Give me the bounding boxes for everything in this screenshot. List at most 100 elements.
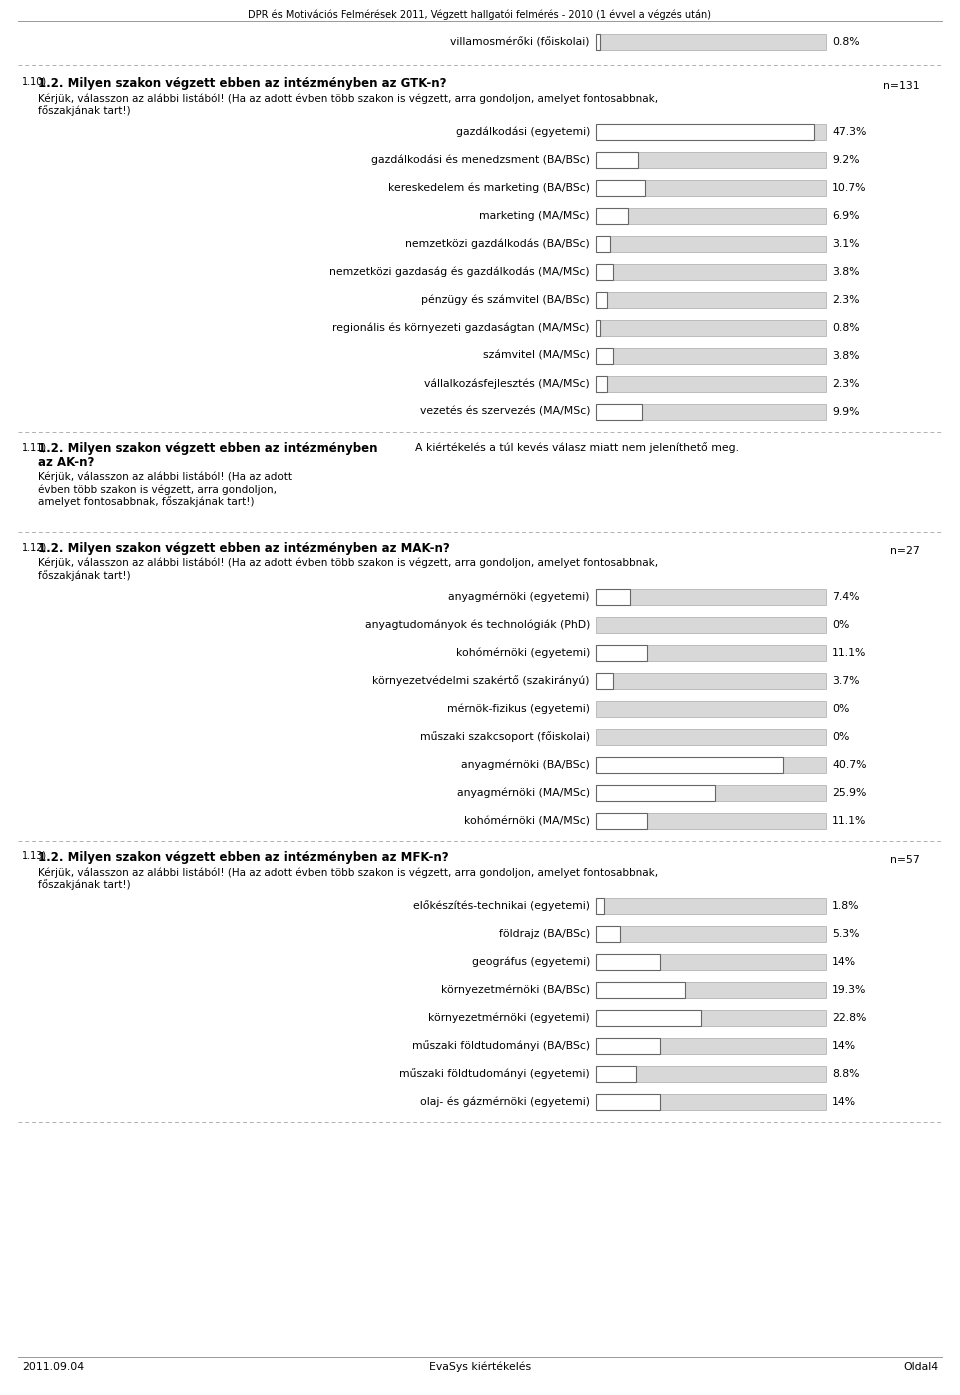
Text: DPR és Motivációs Felmérések 2011, Végzett hallgatói felmérés - 2010 (1 évvel a : DPR és Motivációs Felmérések 2011, Végze… xyxy=(249,10,711,21)
Bar xyxy=(596,33,826,50)
Bar xyxy=(596,292,826,308)
Text: 9.9%: 9.9% xyxy=(832,407,859,417)
Text: 1.12): 1.12) xyxy=(22,543,47,552)
Bar xyxy=(596,208,628,225)
Bar xyxy=(596,208,826,225)
Bar xyxy=(596,898,604,914)
Text: kohómérnöki (MA/MSc): kohómérnöki (MA/MSc) xyxy=(464,816,590,826)
Text: 1.2. Milyen szakon végzett ebben az intézményben az GTK-n?: 1.2. Milyen szakon végzett ebben az inté… xyxy=(38,77,446,91)
Bar xyxy=(596,785,715,801)
Bar xyxy=(596,319,826,336)
Text: környezetvédelmi szakértő (szakirányú): környezetvédelmi szakértő (szakirányú) xyxy=(372,675,590,686)
Text: Kérjük, válasszon az alábbi listából! (Ha az adott évben több szakon is végzett,: Kérjük, válasszon az alábbi listából! (H… xyxy=(38,93,659,116)
Bar xyxy=(596,405,826,420)
Bar xyxy=(596,180,645,197)
Text: marketing (MA/MSc): marketing (MA/MSc) xyxy=(479,211,590,220)
Text: mérnök-fizikus (egyetemi): mérnök-fizikus (egyetemi) xyxy=(447,703,590,714)
Text: 22.8%: 22.8% xyxy=(832,1013,866,1023)
Bar xyxy=(596,926,620,942)
Bar xyxy=(596,589,826,605)
Text: előkészítés-technikai (egyetemi): előkészítés-technikai (egyetemi) xyxy=(413,901,590,911)
Text: 3.1%: 3.1% xyxy=(832,239,859,248)
Text: 47.3%: 47.3% xyxy=(832,127,866,137)
Text: 11.1%: 11.1% xyxy=(832,649,866,658)
Text: 0.8%: 0.8% xyxy=(832,324,859,333)
Text: gazdálkodási (egyetemi): gazdálkodási (egyetemi) xyxy=(456,127,590,137)
Text: 9.2%: 9.2% xyxy=(832,155,859,165)
Text: anyagmérnöki (BA/BSc): anyagmérnöki (BA/BSc) xyxy=(461,760,590,770)
Bar xyxy=(596,124,826,140)
Text: kohómérnöki (egyetemi): kohómérnöki (egyetemi) xyxy=(456,647,590,658)
Bar xyxy=(596,898,826,914)
Bar xyxy=(596,33,600,50)
Text: 1.2. Milyen szakon végzett ebben az intézményben: 1.2. Milyen szakon végzett ebben az inté… xyxy=(38,442,377,455)
Text: 11.1%: 11.1% xyxy=(832,816,866,826)
Text: műszaki földtudományi (egyetemi): műszaki földtudományi (egyetemi) xyxy=(399,1069,590,1080)
Text: regionális és környezeti gazdaságtan (MA/MSc): regionális és környezeti gazdaságtan (MA… xyxy=(332,322,590,333)
Text: műszaki szakcsoport (főiskolai): műszaki szakcsoport (főiskolai) xyxy=(420,731,590,742)
Bar xyxy=(596,954,660,970)
Text: az AK-n?: az AK-n? xyxy=(38,456,94,469)
Text: 6.9%: 6.9% xyxy=(832,211,859,220)
Text: Kérjük, válasszon az alábbi listából! (Ha az adott évben több szakon is végzett,: Kérjük, válasszon az alábbi listából! (H… xyxy=(38,558,659,582)
Text: geográfus (egyetemi): geográfus (egyetemi) xyxy=(471,957,590,967)
Text: EvaSys kiértékelés: EvaSys kiértékelés xyxy=(429,1362,531,1373)
Text: 0%: 0% xyxy=(832,619,850,631)
Text: 7.4%: 7.4% xyxy=(832,591,859,603)
Text: n=131: n=131 xyxy=(883,81,920,91)
Text: n=57: n=57 xyxy=(890,855,920,865)
Bar xyxy=(596,347,826,364)
Bar xyxy=(596,1038,660,1055)
Bar xyxy=(596,644,826,661)
Text: pénzügy és számvitel (BA/BSc): pénzügy és számvitel (BA/BSc) xyxy=(421,294,590,306)
Bar xyxy=(596,672,613,689)
Bar xyxy=(596,236,826,252)
Text: olaj- és gázmérnöki (egyetemi): olaj- és gázmérnöki (egyetemi) xyxy=(420,1096,590,1108)
Text: 2.3%: 2.3% xyxy=(832,379,859,389)
Text: Kérjük, válasszon az alábbi listából! (Ha az adott
évben több szakon is végzett,: Kérjük, válasszon az alábbi listából! (H… xyxy=(38,472,292,508)
Text: n=27: n=27 xyxy=(890,545,920,557)
Bar xyxy=(596,757,826,773)
Text: 0%: 0% xyxy=(832,732,850,742)
Text: 3.7%: 3.7% xyxy=(832,677,859,686)
Text: 40.7%: 40.7% xyxy=(832,760,867,770)
Text: 10.7%: 10.7% xyxy=(832,183,867,193)
Text: 8.8%: 8.8% xyxy=(832,1069,859,1078)
Bar xyxy=(596,785,826,801)
Text: 3.8%: 3.8% xyxy=(832,352,859,361)
Text: anyagtudományok és technológiák (PhD): anyagtudományok és technológiák (PhD) xyxy=(365,619,590,631)
Bar xyxy=(596,124,813,140)
Text: számvitel (MA/MSc): számvitel (MA/MSc) xyxy=(483,352,590,361)
Text: 0.8%: 0.8% xyxy=(832,38,859,47)
Bar xyxy=(596,1038,826,1055)
Bar xyxy=(596,152,826,167)
Text: vállalkozásfejlesztés (MA/MSc): vállalkozásfejlesztés (MA/MSc) xyxy=(424,379,590,389)
Text: 1.2. Milyen szakon végzett ebben az intézményben az MFK-n?: 1.2. Milyen szakon végzett ebben az inté… xyxy=(38,851,448,864)
Text: 2.3%: 2.3% xyxy=(832,294,859,306)
Bar xyxy=(596,954,826,970)
Bar xyxy=(596,1066,826,1083)
Bar xyxy=(596,589,630,605)
Text: környezetmérnöki (BA/BSc): környezetmérnöki (BA/BSc) xyxy=(441,985,590,995)
Text: 1.10): 1.10) xyxy=(22,77,47,86)
Text: földrajz (BA/BSc): földrajz (BA/BSc) xyxy=(499,929,590,939)
Bar xyxy=(596,1094,660,1110)
Bar xyxy=(596,264,613,280)
Text: 5.3%: 5.3% xyxy=(832,929,859,939)
Text: 0%: 0% xyxy=(832,704,850,714)
Bar xyxy=(596,1066,636,1083)
Bar xyxy=(596,1094,826,1110)
Bar xyxy=(596,377,607,392)
Text: 1.8%: 1.8% xyxy=(832,901,859,911)
Text: 3.8%: 3.8% xyxy=(832,266,859,278)
Bar xyxy=(596,730,826,745)
Bar xyxy=(596,644,647,661)
Bar xyxy=(596,292,607,308)
Bar xyxy=(596,702,826,717)
Text: 1.2. Milyen szakon végzett ebben az intézményben az MAK-n?: 1.2. Milyen szakon végzett ebben az inté… xyxy=(38,543,449,555)
Bar xyxy=(596,347,613,364)
Text: villamosmérőki (főiskolai): villamosmérőki (főiskolai) xyxy=(450,36,590,47)
Bar xyxy=(596,405,641,420)
Text: Oldal4: Oldal4 xyxy=(902,1362,938,1373)
Text: gazdálkodási és menedzsment (BA/BSc): gazdálkodási és menedzsment (BA/BSc) xyxy=(371,155,590,165)
